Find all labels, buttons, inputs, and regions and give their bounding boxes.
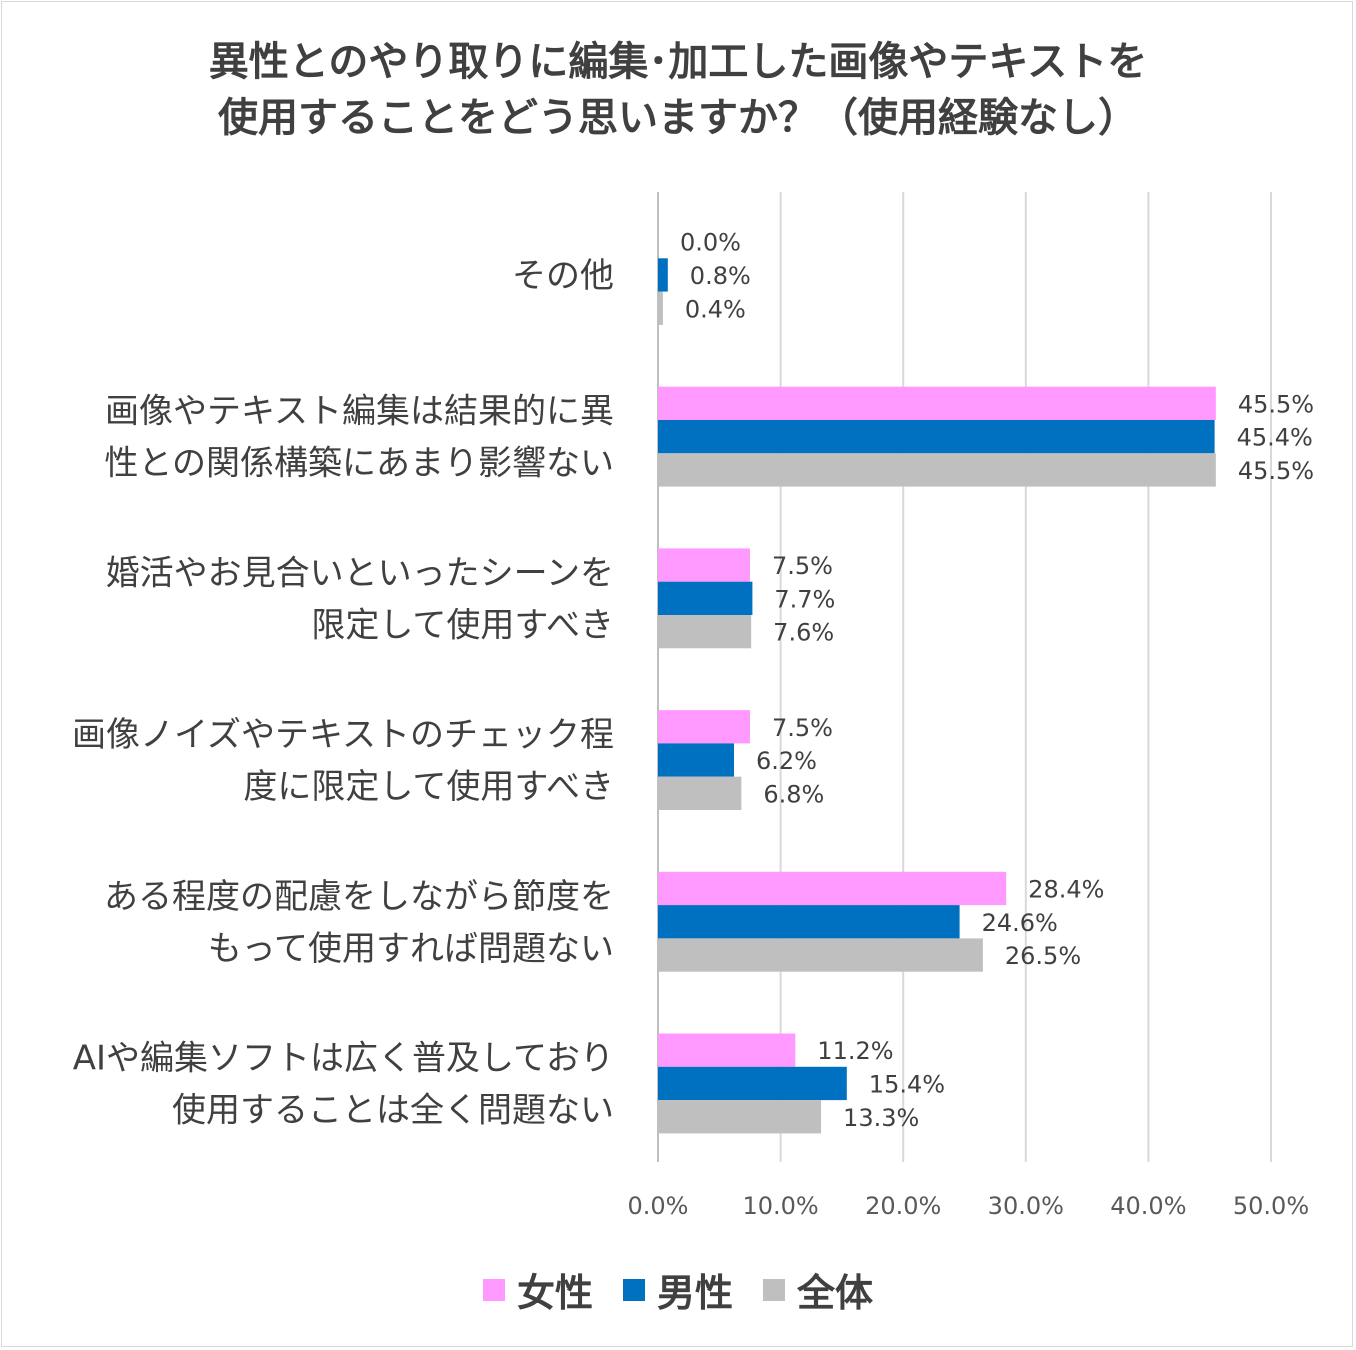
bar	[658, 386, 1216, 420]
legend-label-all: 全体	[797, 1271, 874, 1315]
data-label: 7.6%	[773, 619, 834, 647]
legend-label-male: 男性	[656, 1271, 733, 1315]
legend-label-female: 女性	[516, 1271, 593, 1315]
bar	[658, 1033, 796, 1067]
data-label: 6.8%	[763, 780, 824, 808]
legend-swatch-all	[763, 1278, 785, 1301]
bar	[658, 871, 1007, 906]
category-label: もって使用すれば問題ない	[208, 929, 614, 969]
bar	[658, 548, 750, 582]
data-label: 6.2%	[756, 747, 817, 775]
data-label: 7.5%	[772, 552, 833, 580]
data-label: 45.5%	[1238, 390, 1314, 418]
legend-swatch-male	[622, 1278, 645, 1301]
legend-item-female: 女性	[482, 1262, 593, 1317]
bar	[658, 453, 1216, 487]
bar	[658, 615, 752, 649]
data-label: 28.4%	[1028, 875, 1104, 903]
data-label: 13.3%	[843, 1104, 919, 1132]
bar	[658, 743, 735, 777]
x-tick-label: 40.0%	[1110, 1192, 1186, 1220]
bar	[658, 776, 742, 810]
category-label: 婚活やお見合いといったシーンを	[106, 553, 614, 593]
data-label: 26.5%	[1005, 942, 1081, 970]
bar	[658, 710, 750, 744]
bar	[658, 905, 960, 939]
bar	[658, 938, 983, 972]
chart-legend: 女性 男性 全体	[0, 1262, 1356, 1317]
category-label: 使用することは全く問題ない	[172, 1090, 614, 1130]
category-label: 性との関係構築にあまり影響ない	[104, 444, 614, 484]
x-tick-label: 30.0%	[988, 1192, 1064, 1220]
bar	[658, 581, 753, 615]
x-tick-label: 20.0%	[865, 1192, 941, 1220]
bar	[658, 1100, 822, 1134]
chart-title-line-1: 異性とのやり取りに編集･加工した画像やテキストを	[208, 39, 1148, 85]
bar	[658, 420, 1215, 454]
data-label: 0.4%	[685, 295, 746, 323]
category-label: AIや編集ソフトは広く普及しており	[73, 1038, 614, 1078]
bar	[658, 291, 663, 325]
bar	[658, 1066, 847, 1101]
x-tick-label: 10.0%	[742, 1192, 818, 1220]
category-label: 画像ノイズやテキストのチェック程	[72, 715, 614, 755]
legend-item-male: 男性	[622, 1262, 733, 1317]
category-label: 限定して使用すべき	[311, 605, 614, 645]
x-tick-label: 0.0%	[628, 1192, 689, 1220]
data-label: 24.6%	[982, 909, 1058, 937]
data-label: 45.5%	[1238, 457, 1314, 485]
chart-title: 異性とのやり取りに編集･加工した画像やテキストを 使用することをどう思いますか？…	[0, 34, 1356, 146]
data-label: 7.5%	[772, 714, 833, 742]
data-label: 45.4%	[1237, 424, 1313, 452]
category-label: 画像やテキスト編集は結果的に異	[105, 392, 614, 432]
data-label: 15.4%	[869, 1070, 945, 1098]
chart-title-line-2: 使用することをどう思いますか？（使用経験なし）	[218, 95, 1138, 141]
bar	[658, 258, 668, 292]
category-label: 度に限定して使用すべき	[243, 767, 614, 807]
category-label: ある程度の配慮をしながら節度を	[104, 877, 614, 917]
legend-item-all: 全体	[763, 1262, 873, 1317]
legend-swatch-female	[482, 1278, 505, 1301]
data-label: 11.2%	[817, 1037, 893, 1065]
data-label: 7.7%	[774, 585, 835, 613]
x-tick-label: 50.0%	[1233, 1192, 1309, 1220]
data-label: 0.0%	[680, 229, 741, 257]
data-label: 0.8%	[690, 262, 751, 290]
category-label: その他	[512, 256, 614, 296]
